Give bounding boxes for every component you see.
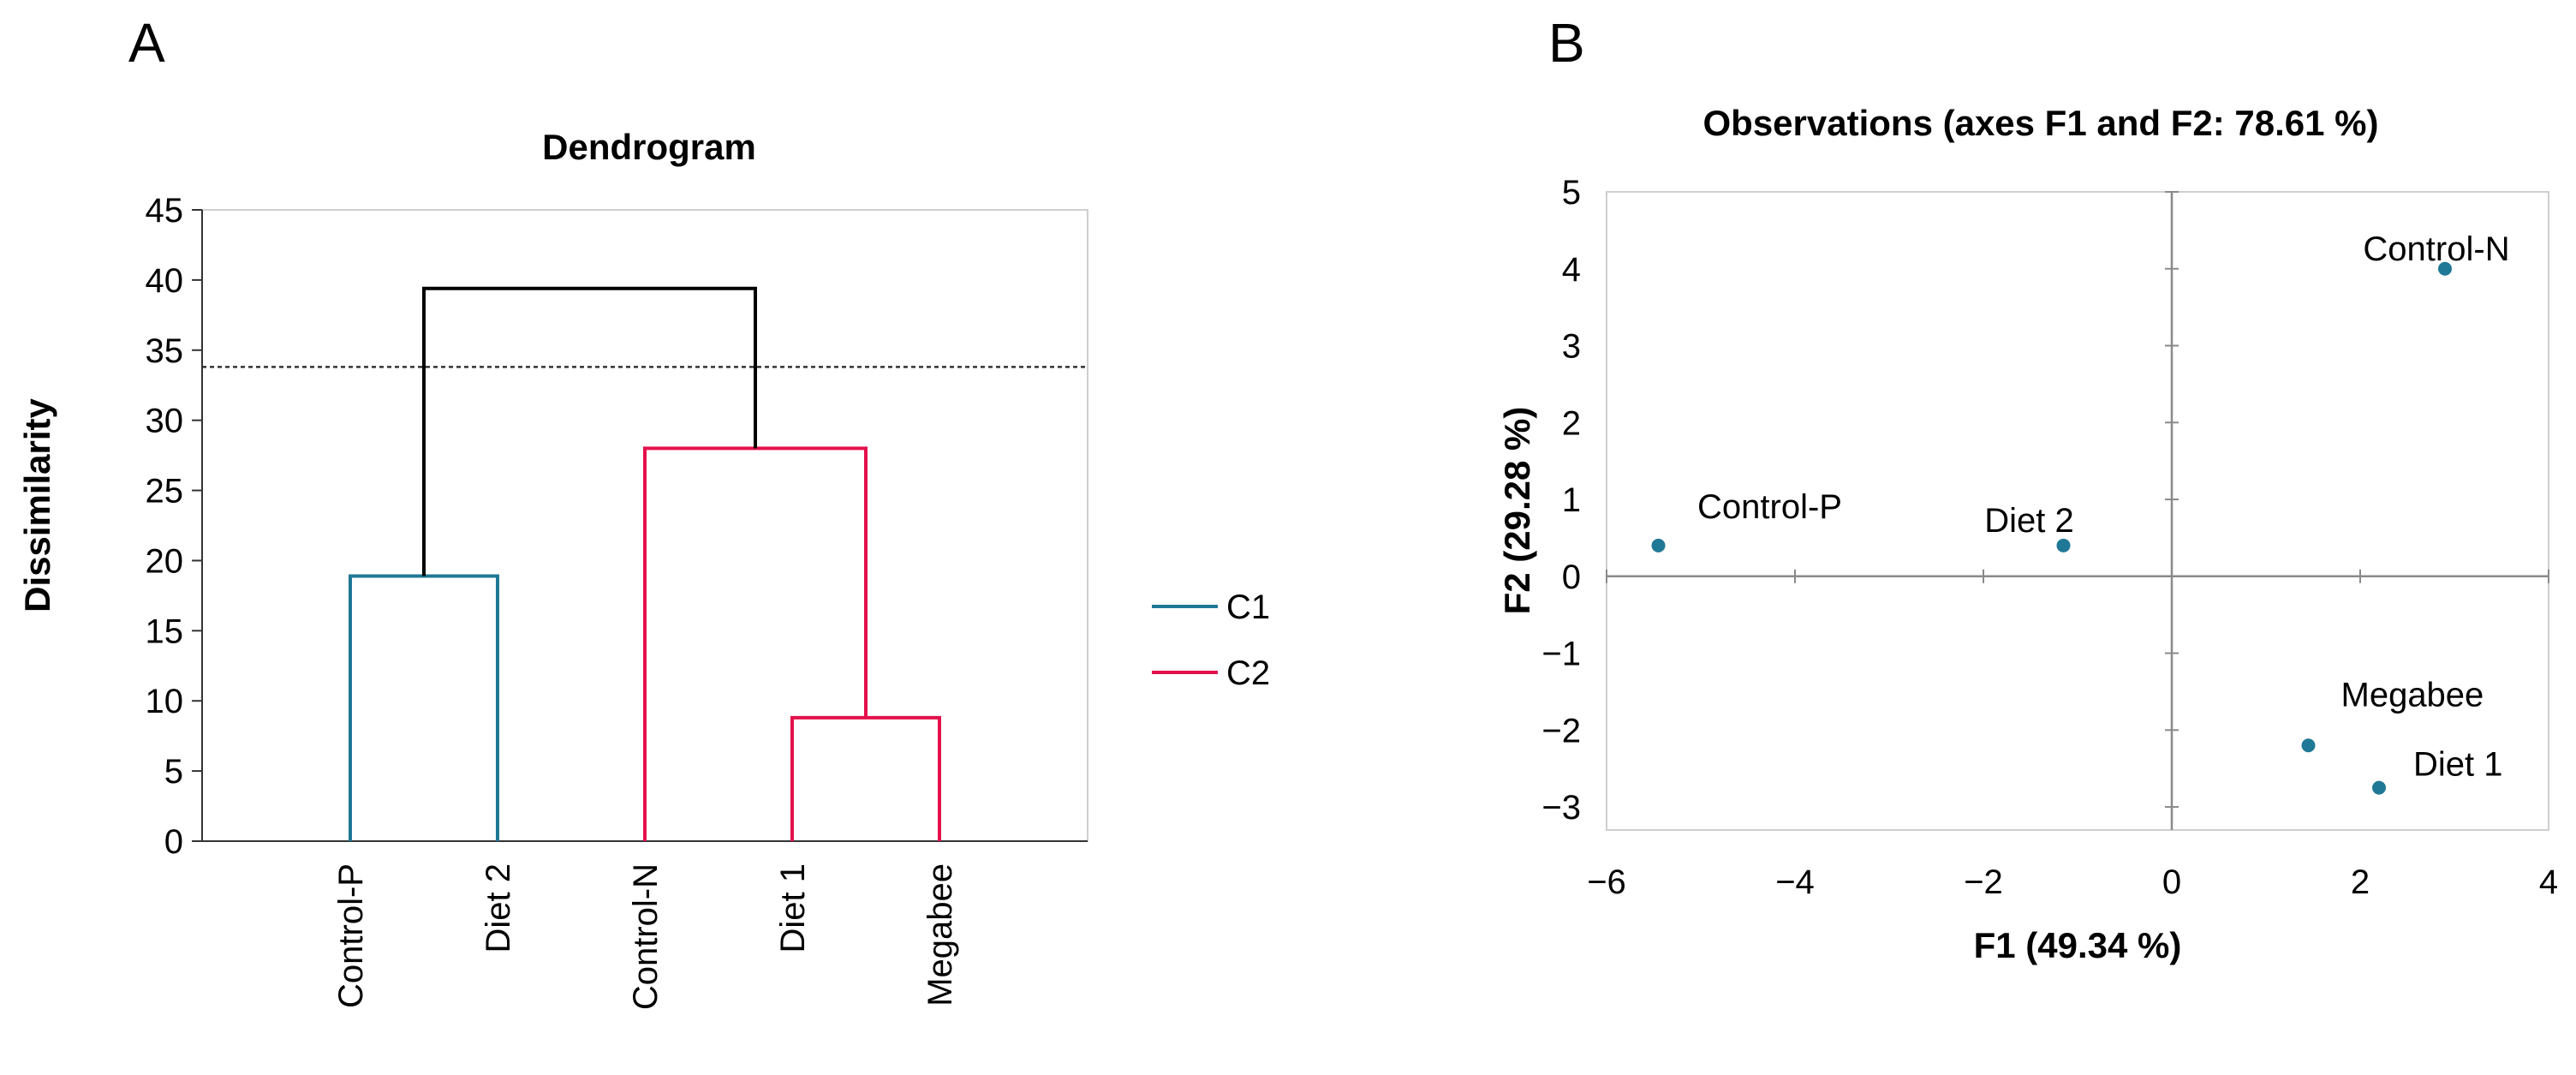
scatter-y-tick-label: 0 xyxy=(1562,558,1581,596)
dendrogram-y-tick-label: 15 xyxy=(146,612,184,650)
scatter-x-tick-label: −6 xyxy=(1587,863,1626,901)
scatter-plot-frame xyxy=(1606,191,2549,831)
dendrogram-y-tick-label: 35 xyxy=(146,332,184,370)
scatter-points: Control-N Control-P Diet 2 Megabee Diet 1 xyxy=(1651,230,2510,795)
panel-b-letter: B xyxy=(1548,12,1585,74)
dendrogram-y-ticks: 0 5 10 15 20 25 30 35 40 45 xyxy=(146,192,1088,861)
scatter-zero-axes xyxy=(1607,192,2549,830)
panel-a-letter: A xyxy=(128,12,165,74)
dendrogram-y-tick-label: 5 xyxy=(164,753,183,791)
scatter-y-tick-label: −2 xyxy=(1541,712,1581,750)
dendrogram-y-tick-label: 10 xyxy=(146,683,184,720)
legend-label-c2: C2 xyxy=(1226,654,1270,692)
scatter-y-ticks: −3 −2 −1 0 1 2 3 4 5 xyxy=(1541,174,2179,827)
dendrogram-leaf-label: Diet 1 xyxy=(774,863,812,953)
scatter-point-label-control-n: Control-N xyxy=(2363,230,2509,268)
dendrogram-y-tick-label: 20 xyxy=(146,542,184,580)
dendrogram-links xyxy=(349,286,941,841)
dendrogram-leaf-label: Control-P xyxy=(332,863,370,1008)
scatter-x-tick-label: 4 xyxy=(2539,863,2558,901)
dendrogram-link-c2-0 xyxy=(790,715,941,841)
scatter-point-label-megabee: Megabee xyxy=(2341,676,2484,714)
scatter-point-diet-2 xyxy=(2056,538,2071,552)
scatter-x-ticks: −6 −4 −2 0 2 4 xyxy=(1587,569,2558,901)
scatter-y-axis-title: F2 (29.28 %) xyxy=(1497,407,1537,615)
scatter-point-megabee xyxy=(2301,738,2316,753)
dendrogram-chart: Dendrogram Dissimilarity 0 5 10 15 20 25 30 35 4… xyxy=(17,127,1270,1010)
dendrogram-link-c2-2 xyxy=(643,446,868,841)
scatter-point-label-control-p: Control-P xyxy=(1697,488,1842,526)
dendrogram-y-tick-label: 25 xyxy=(146,473,184,511)
dendrogram-y-tick-label: 45 xyxy=(146,192,184,230)
dendrogram-leaf-labels: Control-P Diet 2 Control-N Diet 1 Megabee xyxy=(332,863,959,1010)
pca-scatter-chart: Observations (axes F1 and F2: 78.61 %) −… xyxy=(1497,103,2558,965)
scatter-point-label-diet-1: Diet 1 xyxy=(2413,746,2503,784)
dendrogram-link-c1-1 xyxy=(349,574,499,841)
dendrogram-y-tick-label: 40 xyxy=(146,262,184,300)
scatter-y-tick-label: 3 xyxy=(1562,328,1581,366)
dendrogram-y-tick-label: 0 xyxy=(164,823,183,861)
dendrogram-leaf-label: Megabee xyxy=(921,863,959,1006)
scatter-x-tick-label: −4 xyxy=(1775,863,1815,901)
dendrogram-leaf-label: Diet 2 xyxy=(480,863,517,953)
scatter-y-tick-label: 2 xyxy=(1562,404,1581,442)
dendrogram-title: Dendrogram xyxy=(542,127,756,167)
dendrogram-y-tick-label: 30 xyxy=(146,403,184,440)
legend-label-c1: C1 xyxy=(1226,588,1270,626)
scatter-y-tick-label: 4 xyxy=(1562,251,1581,289)
scatter-x-axis-title: F1 (49.34 %) xyxy=(1974,925,2182,965)
scatter-x-tick-label: −2 xyxy=(1964,863,2003,901)
scatter-point-label-diet-2: Diet 2 xyxy=(1984,502,2074,540)
scatter-y-tick-label: −3 xyxy=(1541,789,1581,827)
dendrogram-leaf-label: Control-N xyxy=(627,863,665,1010)
dendrogram-link-root-3 xyxy=(422,286,757,576)
dendrogram-legend: C1 C2 xyxy=(1152,588,1270,692)
scatter-y-tick-label: 5 xyxy=(1562,174,1581,212)
scatter-x-tick-label: 0 xyxy=(2162,863,2181,901)
scatter-x-tick-label: 2 xyxy=(2351,863,2370,901)
scatter-point-control-p xyxy=(1651,538,1666,552)
scatter-title: Observations (axes F1 and F2: 78.61 %) xyxy=(1703,103,2379,143)
dendrogram-y-axis-title: Dissimilarity xyxy=(17,397,57,612)
scatter-point-diet-1 xyxy=(2372,780,2386,795)
scatter-y-tick-label: 1 xyxy=(1562,481,1581,519)
scatter-y-tick-label: −1 xyxy=(1541,636,1581,673)
scatter-point-control-n xyxy=(2438,261,2452,276)
